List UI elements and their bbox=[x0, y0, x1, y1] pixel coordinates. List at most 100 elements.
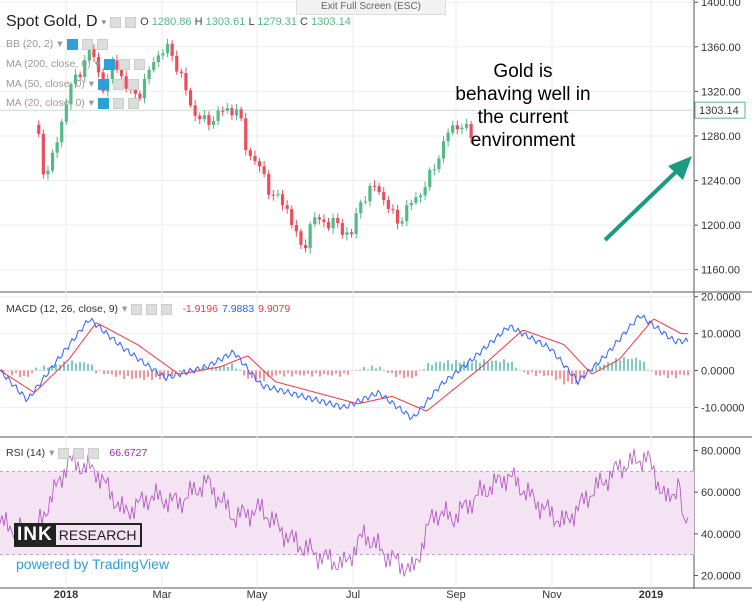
candle-body bbox=[446, 132, 450, 142]
candle-body bbox=[377, 186, 381, 193]
candle-body bbox=[216, 110, 220, 121]
indicator-bb[interactable]: BB (20, 2) ▾ bbox=[6, 38, 108, 50]
candle-body bbox=[303, 244, 308, 249]
macd-header: MACD (12, 26, close, 9) ▾ -1.9196 7.9883 … bbox=[6, 303, 291, 315]
annotation-arrow-head bbox=[668, 156, 692, 180]
candle-body bbox=[188, 90, 193, 106]
close-icon[interactable] bbox=[128, 78, 140, 90]
candle-body bbox=[244, 118, 248, 151]
eye-icon[interactable] bbox=[110, 16, 122, 28]
candle-body bbox=[96, 57, 101, 73]
y-tick-label: 1200.00 bbox=[701, 220, 741, 232]
gear-icon[interactable] bbox=[146, 303, 158, 315]
candle-body bbox=[37, 124, 41, 134]
indicator-ma20[interactable]: MA (20, close, 0) ▾ bbox=[6, 97, 140, 109]
eye-icon[interactable] bbox=[66, 38, 78, 50]
candle-body bbox=[69, 84, 73, 105]
gear-icon[interactable] bbox=[113, 78, 125, 90]
last-price-label: 1303.14 bbox=[699, 105, 739, 117]
candle-body bbox=[451, 125, 455, 133]
ohlc-open: 1280.86 bbox=[151, 16, 192, 28]
candle-body bbox=[271, 194, 275, 196]
candle-body bbox=[225, 108, 229, 111]
powered-by-tradingview[interactable]: powered by TradingView bbox=[16, 556, 170, 572]
close-icon[interactable] bbox=[161, 303, 173, 315]
rsi-band bbox=[0, 471, 694, 555]
candle-body bbox=[202, 115, 206, 120]
candle-body bbox=[262, 166, 266, 174]
close-icon[interactable] bbox=[128, 97, 140, 109]
candle-body bbox=[313, 217, 317, 225]
candle-body bbox=[418, 195, 423, 198]
gear-icon[interactable] bbox=[118, 58, 130, 70]
candle-body bbox=[340, 223, 344, 235]
candle-body bbox=[280, 194, 285, 206]
gear-icon[interactable] bbox=[125, 16, 137, 28]
gear-icon[interactable] bbox=[81, 38, 93, 50]
symbol-title[interactable]: Spot Gold, D bbox=[6, 13, 98, 30]
eye-icon[interactable] bbox=[98, 97, 110, 109]
candle-body bbox=[345, 232, 349, 235]
y-tick-label: 20.0000 bbox=[701, 571, 741, 583]
macd-signal-value: 9.9079 bbox=[258, 303, 291, 315]
ohlc-o-label: O bbox=[140, 16, 149, 28]
indicator-label: BB (20, 2) bbox=[6, 38, 54, 50]
candle-body bbox=[322, 219, 326, 223]
candle-body bbox=[423, 187, 427, 196]
indicator-ma50[interactable]: MA (50, close, 0) ▾ bbox=[6, 78, 140, 90]
candle-body bbox=[294, 225, 298, 232]
y-tick-label: 1400.00 bbox=[701, 0, 741, 9]
close-icon[interactable] bbox=[88, 447, 100, 459]
candle-body bbox=[395, 209, 400, 224]
ink-research-logo: INK RESEARCH bbox=[14, 523, 142, 547]
gear-icon[interactable] bbox=[73, 447, 85, 459]
y-tick-label: 0.0000 bbox=[701, 366, 735, 378]
rsi-label[interactable]: RSI (14) bbox=[6, 447, 46, 459]
y-tick-label: -10.0000 bbox=[701, 402, 744, 414]
eye-icon[interactable] bbox=[98, 78, 110, 90]
candle-body bbox=[460, 127, 464, 130]
x-tick-label: Nov bbox=[542, 589, 562, 601]
candle-body bbox=[165, 43, 170, 54]
candle-body bbox=[400, 221, 404, 224]
symbol-dropdown-icon[interactable]: ▾ bbox=[101, 16, 107, 27]
candle-body bbox=[234, 109, 239, 116]
y-tick-label: 1360.00 bbox=[701, 42, 741, 54]
candle-body bbox=[414, 197, 418, 203]
candle-body bbox=[368, 185, 372, 202]
macd-label[interactable]: MACD (12, 26, close, 9) bbox=[6, 303, 119, 315]
candle-body bbox=[184, 72, 188, 91]
y-tick-label: 1280.00 bbox=[701, 131, 741, 143]
indicator-ma200[interactable]: MA (200, close, 0) ▾ bbox=[6, 58, 145, 70]
candle-body bbox=[60, 121, 64, 143]
x-tick-label: Sep bbox=[446, 589, 466, 601]
candle-body bbox=[78, 74, 82, 78]
close-icon[interactable] bbox=[133, 58, 145, 70]
candle-body bbox=[386, 200, 390, 209]
x-tick-label: Mar bbox=[153, 589, 172, 601]
candle-body bbox=[142, 79, 147, 99]
close-icon[interactable] bbox=[96, 38, 108, 50]
y-tick-label: 40.0000 bbox=[701, 529, 741, 541]
macd-hist-value: -1.9196 bbox=[182, 303, 218, 315]
eye-icon[interactable] bbox=[58, 447, 70, 459]
macd-line-value: 7.9883 bbox=[221, 303, 255, 315]
candle-body bbox=[437, 158, 441, 170]
gear-icon[interactable] bbox=[113, 97, 125, 109]
candle-body bbox=[285, 205, 289, 209]
signal-line bbox=[0, 318, 688, 412]
exit-fullscreen-button[interactable]: Exit Full Screen (ESC) bbox=[296, 0, 446, 15]
candle-body bbox=[207, 115, 211, 125]
candle-body bbox=[124, 76, 128, 89]
candle-body bbox=[46, 170, 50, 175]
y-tick-label: 1240.00 bbox=[701, 176, 741, 188]
eye-icon[interactable] bbox=[103, 58, 115, 70]
candle-body bbox=[170, 43, 174, 56]
annotation-text: Gold is behaving well in the current env… bbox=[455, 61, 591, 151]
candle-body bbox=[326, 222, 331, 229]
ohlc-c-label: C bbox=[300, 16, 308, 28]
candle-body bbox=[211, 120, 216, 125]
eye-icon[interactable] bbox=[131, 303, 143, 315]
candle-body bbox=[354, 213, 358, 235]
candle-body bbox=[119, 69, 124, 77]
